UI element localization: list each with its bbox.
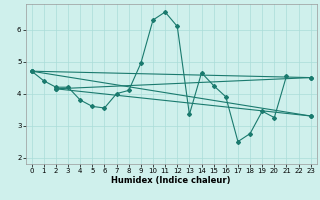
X-axis label: Humidex (Indice chaleur): Humidex (Indice chaleur): [111, 176, 231, 185]
